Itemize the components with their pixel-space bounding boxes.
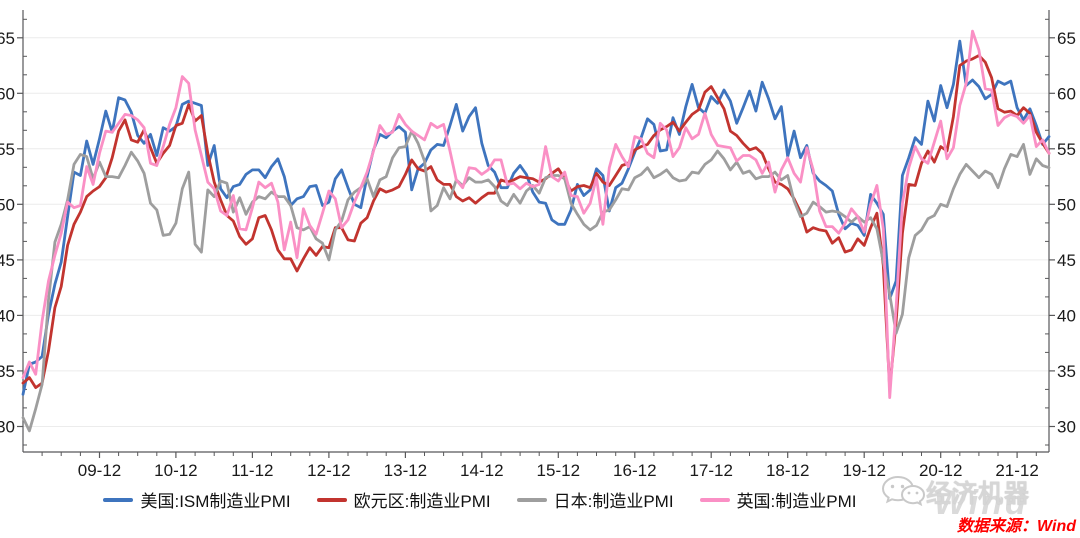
x-axis-label: 10-12 xyxy=(154,461,197,480)
series-line-2 xyxy=(21,129,1051,433)
y-axis-label-left: 60 xyxy=(0,84,15,103)
legend-swatch-3 xyxy=(699,497,730,502)
brand-text: 经济机器 xyxy=(926,480,1031,508)
y-axis-label-left: 35 xyxy=(0,362,15,381)
x-axis-label: 19-12 xyxy=(842,461,885,480)
x-axis-label: 15-12 xyxy=(537,461,580,480)
legend-item-0: 美国:ISM制造业PMI xyxy=(103,487,291,512)
legend-item-2: 日本:制造业PMI xyxy=(516,487,674,512)
x-axis-label: 18-12 xyxy=(766,461,809,480)
x-axis-label: 11-12 xyxy=(231,461,273,480)
x-axis-label: 12-12 xyxy=(307,461,350,480)
y-axis-label-right: 65 xyxy=(1057,29,1076,48)
series-line-3 xyxy=(21,29,1051,400)
y-axis-label-left: 40 xyxy=(0,306,15,325)
legend-label-0: 美国:ISM制造业PMI xyxy=(140,492,291,511)
x-axis-label: 09-12 xyxy=(78,461,121,480)
x-axis-label: 20-12 xyxy=(919,461,962,480)
x-axis-label: 14-12 xyxy=(460,461,503,480)
legend-label-1: 欧元区:制造业PMI xyxy=(353,492,491,511)
pmi-line-chart: 30 30 35 35 40 40 45 45 50 50 55 55 60 60 65 65 09-12 10-… xyxy=(0,10,1076,480)
legend-label-3: 英国:制造业PMI xyxy=(736,492,857,511)
legend-swatch-2 xyxy=(516,497,547,502)
x-axis-label: 17-12 xyxy=(689,461,732,480)
y-axis-label-right: 60 xyxy=(1057,84,1076,103)
legend-swatch-1 xyxy=(316,497,347,502)
wind-watermark: Wind xyxy=(934,484,1029,522)
y-axis-label-right: 45 xyxy=(1057,251,1076,270)
y-axis-label-right: 50 xyxy=(1057,195,1076,214)
legend-swatch-0 xyxy=(103,497,134,502)
legend-item-1: 欧元区:制造业PMI xyxy=(316,487,491,512)
series-line-0 xyxy=(21,39,1051,396)
wechat-icon xyxy=(880,474,926,510)
y-axis-label-left: 30 xyxy=(0,418,15,437)
data-source-text: 数据来源：Wind xyxy=(957,518,1076,535)
y-axis-label-right: 55 xyxy=(1057,140,1076,159)
x-axis-label: 16-12 xyxy=(613,461,656,480)
chart-legend: 美国:ISM制造业PMI 欧元区:制造业PMI 日本:制造业PMI 英国:制造业PMI xyxy=(0,487,1080,512)
y-axis-label-right: 30 xyxy=(1057,418,1076,437)
brand-watermark: 经济机器 xyxy=(880,474,1030,510)
y-axis-label-right: 35 xyxy=(1057,362,1076,381)
y-axis-label-right: 40 xyxy=(1057,306,1076,325)
legend-item-3: 英国:制造业PMI xyxy=(699,487,857,512)
x-axis-label: 13-12 xyxy=(384,461,427,480)
legend-label-2: 日本:制造业PMI xyxy=(553,492,674,511)
x-axis-label: 21-12 xyxy=(995,461,1038,480)
y-axis-label-left: 65 xyxy=(0,29,15,48)
y-axis-label-left: 45 xyxy=(0,251,15,270)
y-axis-label-left: 55 xyxy=(0,140,15,159)
y-axis-label-left: 50 xyxy=(0,195,15,214)
